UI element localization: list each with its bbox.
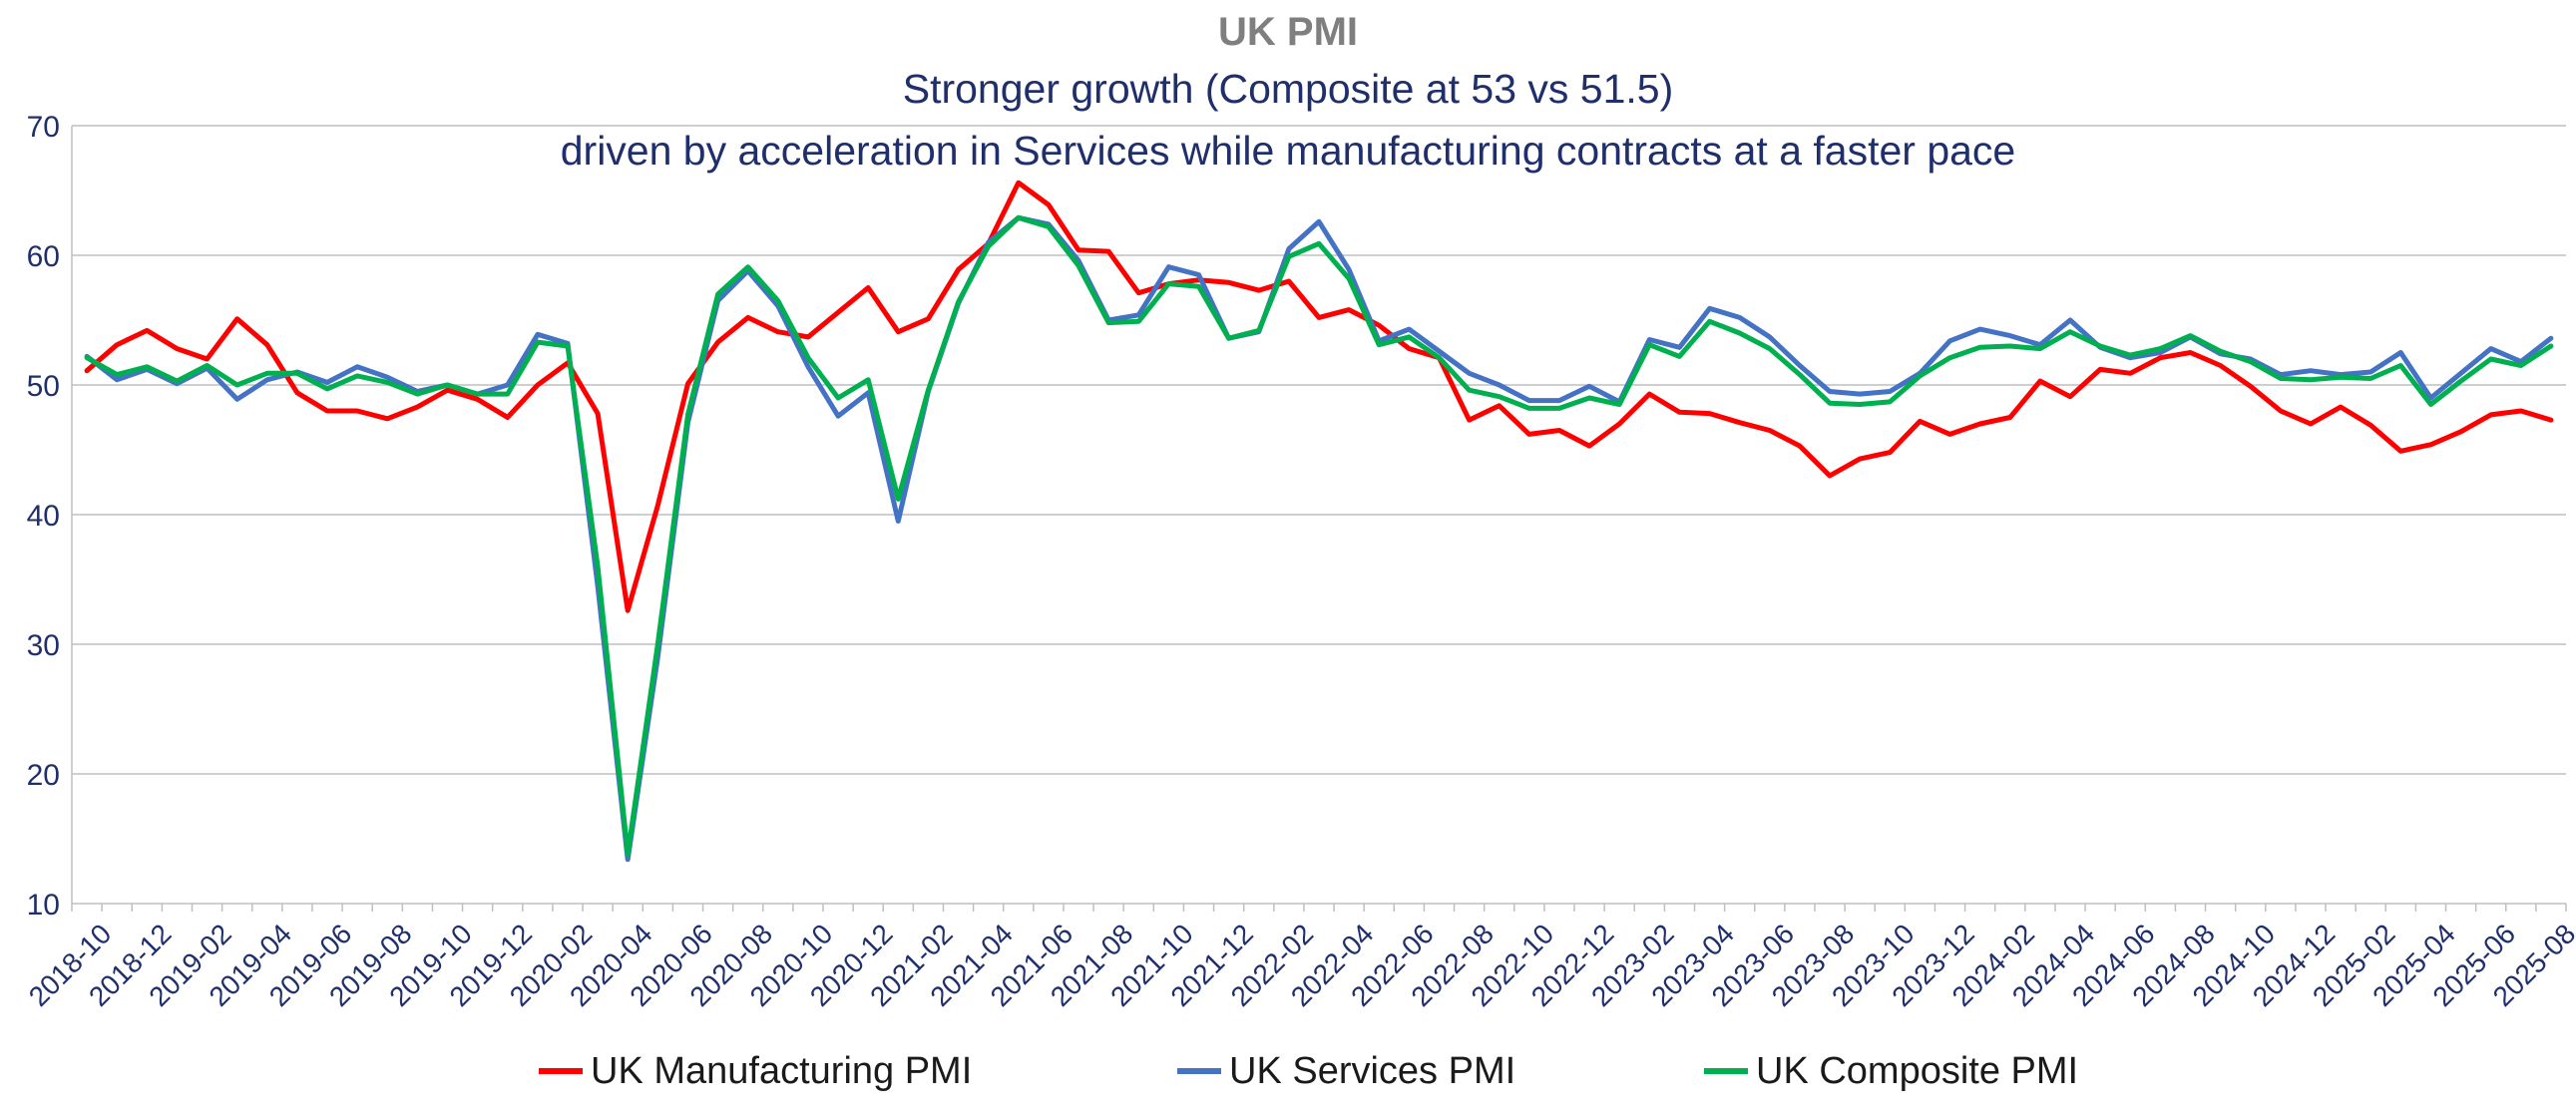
y-tick-label: 20	[27, 759, 60, 792]
y-tick-label: 10	[27, 889, 60, 922]
x-axis: 2018-102018-122019-022019-042019-062019-…	[23, 903, 2576, 1012]
grid-lines	[72, 125, 2566, 775]
y-tick-label: 30	[27, 629, 60, 662]
series-lines	[84, 180, 2554, 863]
y-axis: 10 20 30 40 50 60 70	[27, 111, 73, 922]
y-tick-label: 50	[27, 370, 60, 403]
chart-subtitle-line1: Stronger growth (Composite at 53 vs 51.5…	[902, 66, 1674, 112]
legend-swatch-services	[1177, 1068, 1221, 1074]
legend-swatch-composite	[1704, 1068, 1748, 1074]
series-line-uk-manufacturing-pmi	[84, 180, 2554, 613]
legend-item-composite: UK Composite PMI	[1704, 1045, 2078, 1097]
legend: UK Manufacturing PMI UK Services PMI UK …	[0, 1045, 2576, 1097]
chart-title-block: UK PMI Stronger growth (Composite at 53 …	[0, 6, 2576, 182]
chart-title: UK PMI	[1218, 10, 1358, 54]
legend-item-manufacturing: UK Manufacturing PMI	[539, 1045, 972, 1097]
series-line-uk-services-pmi	[84, 214, 2554, 863]
legend-label-manufacturing: UK Manufacturing PMI	[591, 1049, 973, 1092]
y-tick-label: 60	[27, 240, 60, 273]
legend-swatch-manufacturing	[539, 1068, 583, 1074]
chart-subtitle-line2: driven by acceleration in Services while…	[560, 128, 2016, 174]
y-tick-label: 40	[27, 500, 60, 533]
series-line-uk-composite-pmi	[84, 214, 2554, 858]
y-tick-label: 70	[27, 111, 60, 144]
legend-label-services: UK Services PMI	[1229, 1049, 1516, 1092]
legend-label-composite: UK Composite PMI	[1756, 1049, 2079, 1092]
legend-item-services: UK Services PMI	[1177, 1045, 1515, 1097]
